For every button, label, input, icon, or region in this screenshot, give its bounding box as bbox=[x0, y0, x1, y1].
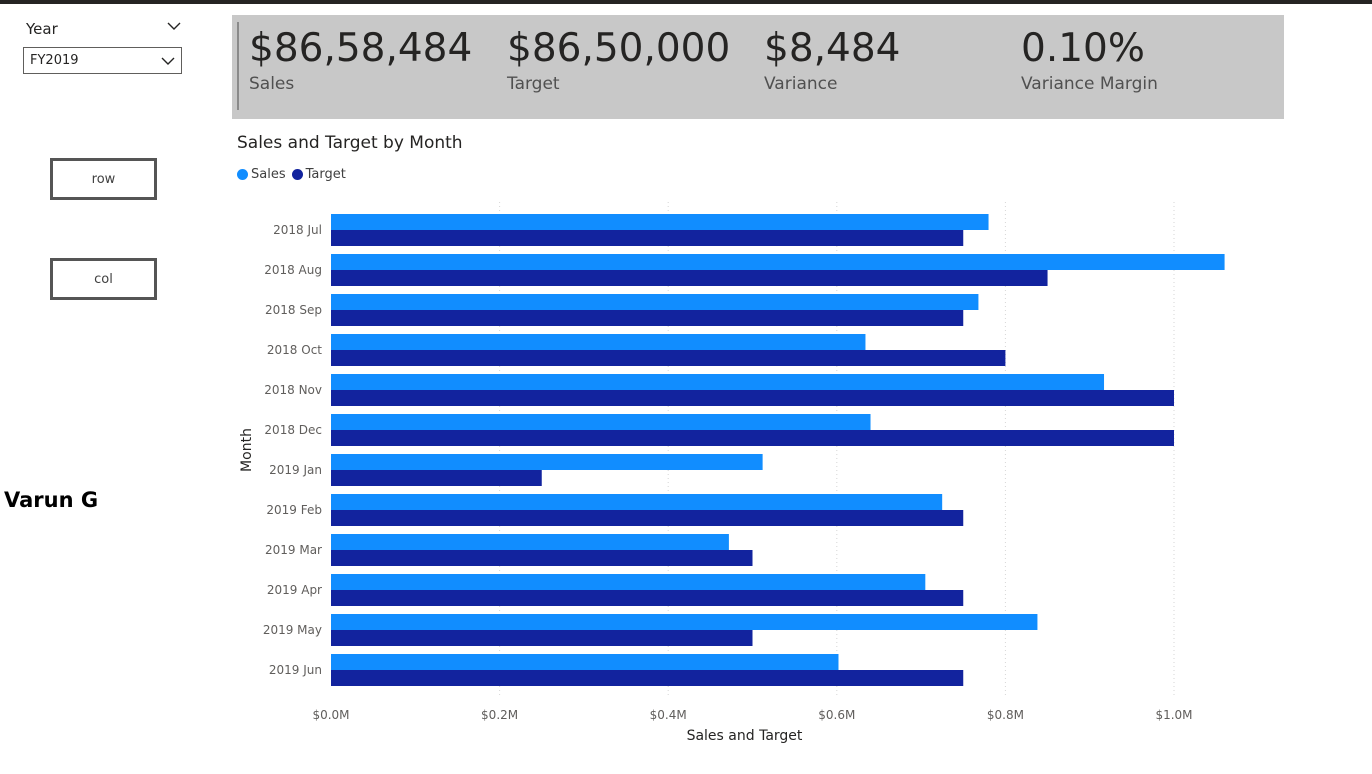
legend-dot-sales bbox=[237, 169, 248, 180]
legend-label-sales: Sales bbox=[251, 167, 286, 182]
bar-sales[interactable] bbox=[331, 334, 866, 350]
kpi-variance-margin-label: Variance Margin bbox=[1021, 74, 1158, 94]
y-category-label: 2019 Mar bbox=[265, 543, 322, 557]
year-slicer-title: Year bbox=[26, 20, 58, 38]
kpi-variance-value: $8,484 bbox=[764, 26, 901, 71]
kpi-target-value: $86,50,000 bbox=[507, 26, 731, 71]
x-axis-title: Sales and Target bbox=[687, 728, 803, 744]
kpi-target-label: Target bbox=[507, 74, 560, 94]
kpi-card: $86,58,484 Sales $86,50,000 Target $8,48… bbox=[232, 15, 1284, 119]
y-category-label: 2018 Dec bbox=[264, 423, 322, 437]
kpi-accent-bar bbox=[237, 22, 239, 110]
y-category-label: 2019 Jun bbox=[269, 663, 322, 677]
y-category-label: 2019 Apr bbox=[267, 583, 322, 597]
bar-target[interactable] bbox=[331, 590, 964, 606]
chart-title: Sales and Target by Month bbox=[237, 133, 463, 153]
bar-sales[interactable] bbox=[331, 374, 1105, 390]
bar-target[interactable] bbox=[331, 310, 964, 326]
y-category-label: 2019 Feb bbox=[266, 503, 322, 517]
bar-sales[interactable] bbox=[331, 454, 763, 470]
y-category-label: 2018 Nov bbox=[264, 383, 322, 397]
bar-sales[interactable] bbox=[331, 214, 989, 230]
chart-legend: Sales Target bbox=[237, 167, 352, 182]
x-tick-label: $0.0M bbox=[312, 708, 349, 722]
bar-target[interactable] bbox=[331, 670, 964, 686]
col-button[interactable]: col bbox=[50, 258, 157, 300]
y-category-label: 2019 May bbox=[263, 623, 322, 637]
author-name: Varun G bbox=[4, 488, 99, 512]
bar-target[interactable] bbox=[331, 630, 753, 646]
legend-item-sales[interactable]: Sales bbox=[237, 167, 286, 182]
bar-sales[interactable] bbox=[331, 654, 839, 670]
x-tick-label: $0.6M bbox=[818, 708, 855, 722]
y-category-label: 2018 Sep bbox=[265, 303, 322, 317]
kpi-sales: $86,58,484 Sales bbox=[249, 25, 472, 95]
bar-sales[interactable] bbox=[331, 494, 943, 510]
top-border bbox=[0, 0, 1372, 4]
y-category-label: 2018 Oct bbox=[267, 343, 322, 357]
bar-target[interactable] bbox=[331, 350, 1006, 366]
bar-sales[interactable] bbox=[331, 294, 979, 310]
bar-target[interactable] bbox=[331, 470, 542, 486]
x-tick-label: $0.2M bbox=[481, 708, 518, 722]
bar-target[interactable] bbox=[331, 270, 1048, 286]
bar-target[interactable] bbox=[331, 430, 1174, 446]
y-category-label: 2018 Jul bbox=[273, 223, 322, 237]
bar-sales[interactable] bbox=[331, 254, 1225, 270]
x-tick-label: $0.4M bbox=[650, 708, 687, 722]
bar-sales[interactable] bbox=[331, 574, 926, 590]
bar-sales[interactable] bbox=[331, 414, 871, 430]
x-tick-label: $1.0M bbox=[1155, 708, 1192, 722]
slicer-collapse-chevron-icon[interactable] bbox=[166, 18, 182, 34]
bar-target[interactable] bbox=[331, 550, 753, 566]
bar-target[interactable] bbox=[331, 390, 1174, 406]
y-category-label: 2018 Aug bbox=[264, 263, 322, 277]
kpi-target: $86,50,000 Target bbox=[507, 25, 730, 95]
x-tick-label: $0.8M bbox=[987, 708, 1024, 722]
year-dropdown-value: FY2019 bbox=[30, 53, 79, 68]
legend-item-target[interactable]: Target bbox=[291, 167, 346, 182]
kpi-variance: $8,484 Variance bbox=[764, 25, 900, 95]
kpi-variance-margin: 0.10% Variance Margin bbox=[1021, 25, 1158, 95]
legend-label-target: Target bbox=[305, 167, 346, 182]
kpi-sales-value: $86,58,484 bbox=[249, 26, 473, 71]
kpi-sales-label: Sales bbox=[249, 74, 295, 94]
y-category-label: 2019 Jan bbox=[269, 463, 322, 477]
kpi-variance-label: Variance bbox=[764, 74, 838, 94]
y-axis-title: Month bbox=[239, 428, 255, 472]
bar-target[interactable] bbox=[331, 510, 964, 526]
bar-target[interactable] bbox=[331, 230, 964, 246]
kpi-variance-margin-value: 0.10% bbox=[1021, 26, 1145, 71]
year-dropdown[interactable]: FY2019 bbox=[23, 47, 182, 74]
bar-sales[interactable] bbox=[331, 534, 729, 550]
legend-dot-target bbox=[291, 169, 303, 180]
bar-sales[interactable] bbox=[331, 614, 1038, 630]
row-button[interactable]: row bbox=[50, 158, 157, 200]
chevron-down-icon bbox=[161, 57, 175, 65]
